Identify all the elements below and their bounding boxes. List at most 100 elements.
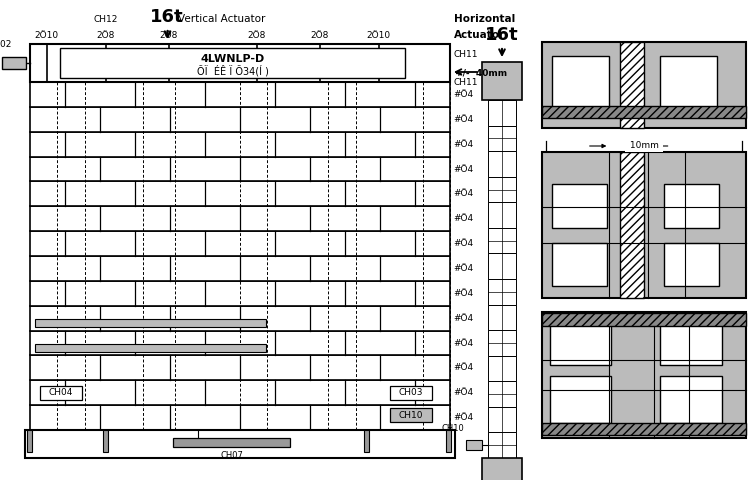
- Bar: [35, 344, 266, 352]
- Text: #Ö4: #Ö4: [453, 264, 473, 273]
- Text: 2Ö8: 2Ö8: [96, 31, 115, 40]
- Bar: [488, 407, 516, 432]
- Bar: [542, 313, 746, 326]
- Bar: [60, 48, 405, 78]
- Bar: [488, 126, 516, 151]
- Text: #Ö4: #Ö4: [453, 363, 473, 372]
- Bar: [488, 177, 516, 202]
- Bar: [552, 242, 608, 286]
- Bar: [542, 106, 746, 118]
- Bar: [466, 440, 482, 450]
- Text: #Ö4: #Ö4: [453, 388, 473, 397]
- Bar: [30, 355, 450, 380]
- Text: Horizontal: Horizontal: [454, 14, 515, 24]
- Text: 2Ö10: 2Ö10: [366, 31, 390, 40]
- Bar: [40, 386, 82, 400]
- Text: 2Ö8: 2Ö8: [311, 31, 329, 40]
- Text: 4LWNLP-D: 4LWNLP-D: [200, 53, 265, 63]
- Bar: [488, 356, 516, 381]
- Bar: [552, 56, 609, 109]
- Bar: [620, 42, 644, 128]
- Text: #Ö4: #Ö4: [453, 165, 473, 173]
- Bar: [30, 256, 450, 281]
- Bar: [30, 206, 450, 231]
- Text: CH04: CH04: [49, 388, 73, 397]
- Bar: [103, 430, 108, 452]
- Bar: [488, 279, 516, 305]
- Bar: [25, 430, 455, 458]
- Text: +/-  40mm: +/- 40mm: [455, 68, 507, 77]
- Bar: [390, 386, 432, 400]
- Bar: [30, 380, 450, 405]
- Bar: [488, 432, 516, 458]
- Text: 16t: 16t: [150, 8, 183, 26]
- Bar: [445, 430, 450, 452]
- Bar: [550, 318, 611, 365]
- Bar: [482, 62, 522, 100]
- Bar: [542, 423, 746, 435]
- Bar: [30, 82, 450, 107]
- Bar: [542, 152, 746, 298]
- Text: CH03: CH03: [399, 388, 423, 397]
- Bar: [488, 330, 516, 356]
- Text: CH10: CH10: [441, 424, 464, 433]
- Bar: [30, 156, 450, 181]
- Text: #Ö4: #Ö4: [453, 313, 473, 323]
- Text: CH02: CH02: [0, 40, 12, 49]
- Text: Actuator: Actuator: [454, 30, 505, 40]
- Bar: [30, 306, 450, 331]
- Bar: [2, 58, 26, 69]
- Text: #Ö4: #Ö4: [453, 413, 473, 422]
- Bar: [30, 132, 450, 156]
- Bar: [665, 184, 720, 228]
- Text: ÕÏ  ÉÊ Ï Õ34(Í ): ÕÏ ÉÊ Ï Õ34(Í ): [196, 65, 268, 76]
- Text: #Ö4: #Ö4: [453, 189, 473, 198]
- Bar: [30, 44, 450, 82]
- Bar: [542, 312, 746, 438]
- Bar: [620, 152, 644, 298]
- Text: #Ö4: #Ö4: [453, 338, 473, 348]
- Bar: [173, 438, 290, 446]
- Bar: [488, 151, 516, 177]
- Bar: [28, 430, 32, 452]
- Bar: [552, 184, 608, 228]
- Text: #Ö4: #Ö4: [453, 140, 473, 149]
- Bar: [30, 181, 450, 206]
- Text: CH10: CH10: [399, 410, 423, 420]
- Bar: [542, 106, 746, 118]
- Text: CH11: CH11: [454, 50, 478, 59]
- Text: 2Ö10: 2Ö10: [35, 31, 59, 40]
- Text: #Ö4: #Ö4: [453, 214, 473, 223]
- Bar: [363, 430, 368, 452]
- Bar: [660, 318, 721, 365]
- Bar: [550, 376, 611, 423]
- Text: CH07: CH07: [220, 451, 243, 460]
- Bar: [30, 331, 450, 355]
- Bar: [30, 281, 450, 306]
- Text: Vertical Actuator: Vertical Actuator: [177, 14, 265, 24]
- Text: #Ö4: #Ö4: [453, 90, 473, 99]
- Text: CH12: CH12: [93, 15, 118, 24]
- Text: 16t: 16t: [485, 26, 519, 44]
- Bar: [30, 107, 450, 132]
- Bar: [660, 376, 721, 423]
- Bar: [542, 423, 746, 435]
- Bar: [35, 319, 266, 327]
- Bar: [665, 242, 720, 286]
- Bar: [488, 228, 516, 253]
- Bar: [390, 408, 432, 422]
- Bar: [488, 305, 516, 330]
- Bar: [482, 458, 522, 480]
- Text: #Ö4: #Ö4: [453, 289, 473, 298]
- Bar: [488, 381, 516, 407]
- Bar: [542, 42, 746, 128]
- Text: #Ö4: #Ö4: [453, 115, 473, 124]
- Bar: [30, 231, 450, 256]
- Bar: [30, 405, 450, 430]
- Text: CH11: CH11: [454, 78, 478, 87]
- Bar: [488, 202, 516, 228]
- Bar: [488, 100, 516, 126]
- Bar: [660, 56, 717, 109]
- Text: 10mm: 10mm: [626, 142, 661, 151]
- Text: 2Ö8: 2Ö8: [247, 31, 266, 40]
